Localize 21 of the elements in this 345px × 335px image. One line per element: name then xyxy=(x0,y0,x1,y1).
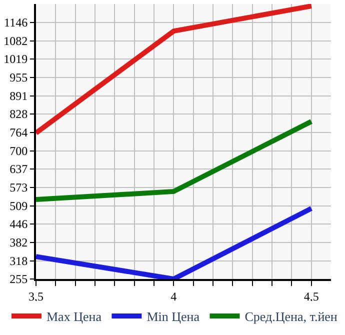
y-tick-label: 828 xyxy=(10,107,28,122)
y-tick-label: 255 xyxy=(10,272,28,286)
legend-label: Min Цена xyxy=(146,309,200,324)
y-tick-label: 1146 xyxy=(4,16,28,30)
y-tick-label: 446 xyxy=(10,217,28,232)
legend-label: Max Цена xyxy=(46,309,102,324)
y-tick-label: 382 xyxy=(10,236,28,250)
y-tick-label: 509 xyxy=(10,199,28,214)
x-tick-label: 4 xyxy=(170,289,177,304)
y-tick-label: 764 xyxy=(10,126,28,140)
y-tick-label: 573 xyxy=(10,180,28,195)
y-tick-label: 318 xyxy=(10,254,28,268)
x-tick-label: 4,5 xyxy=(304,289,319,304)
legend-label: Сред.Цена, т.йен xyxy=(244,309,338,324)
y-tick-label: 955 xyxy=(10,70,28,85)
y-tick-label: 891 xyxy=(10,89,28,104)
y-tick-label: 1019 xyxy=(4,52,28,66)
y-tick-label: 700 xyxy=(10,144,28,158)
x-tick-label: 3,5 xyxy=(28,289,44,304)
y-tick-label: 1082 xyxy=(4,34,28,48)
y-tick-label: 637 xyxy=(10,162,28,176)
